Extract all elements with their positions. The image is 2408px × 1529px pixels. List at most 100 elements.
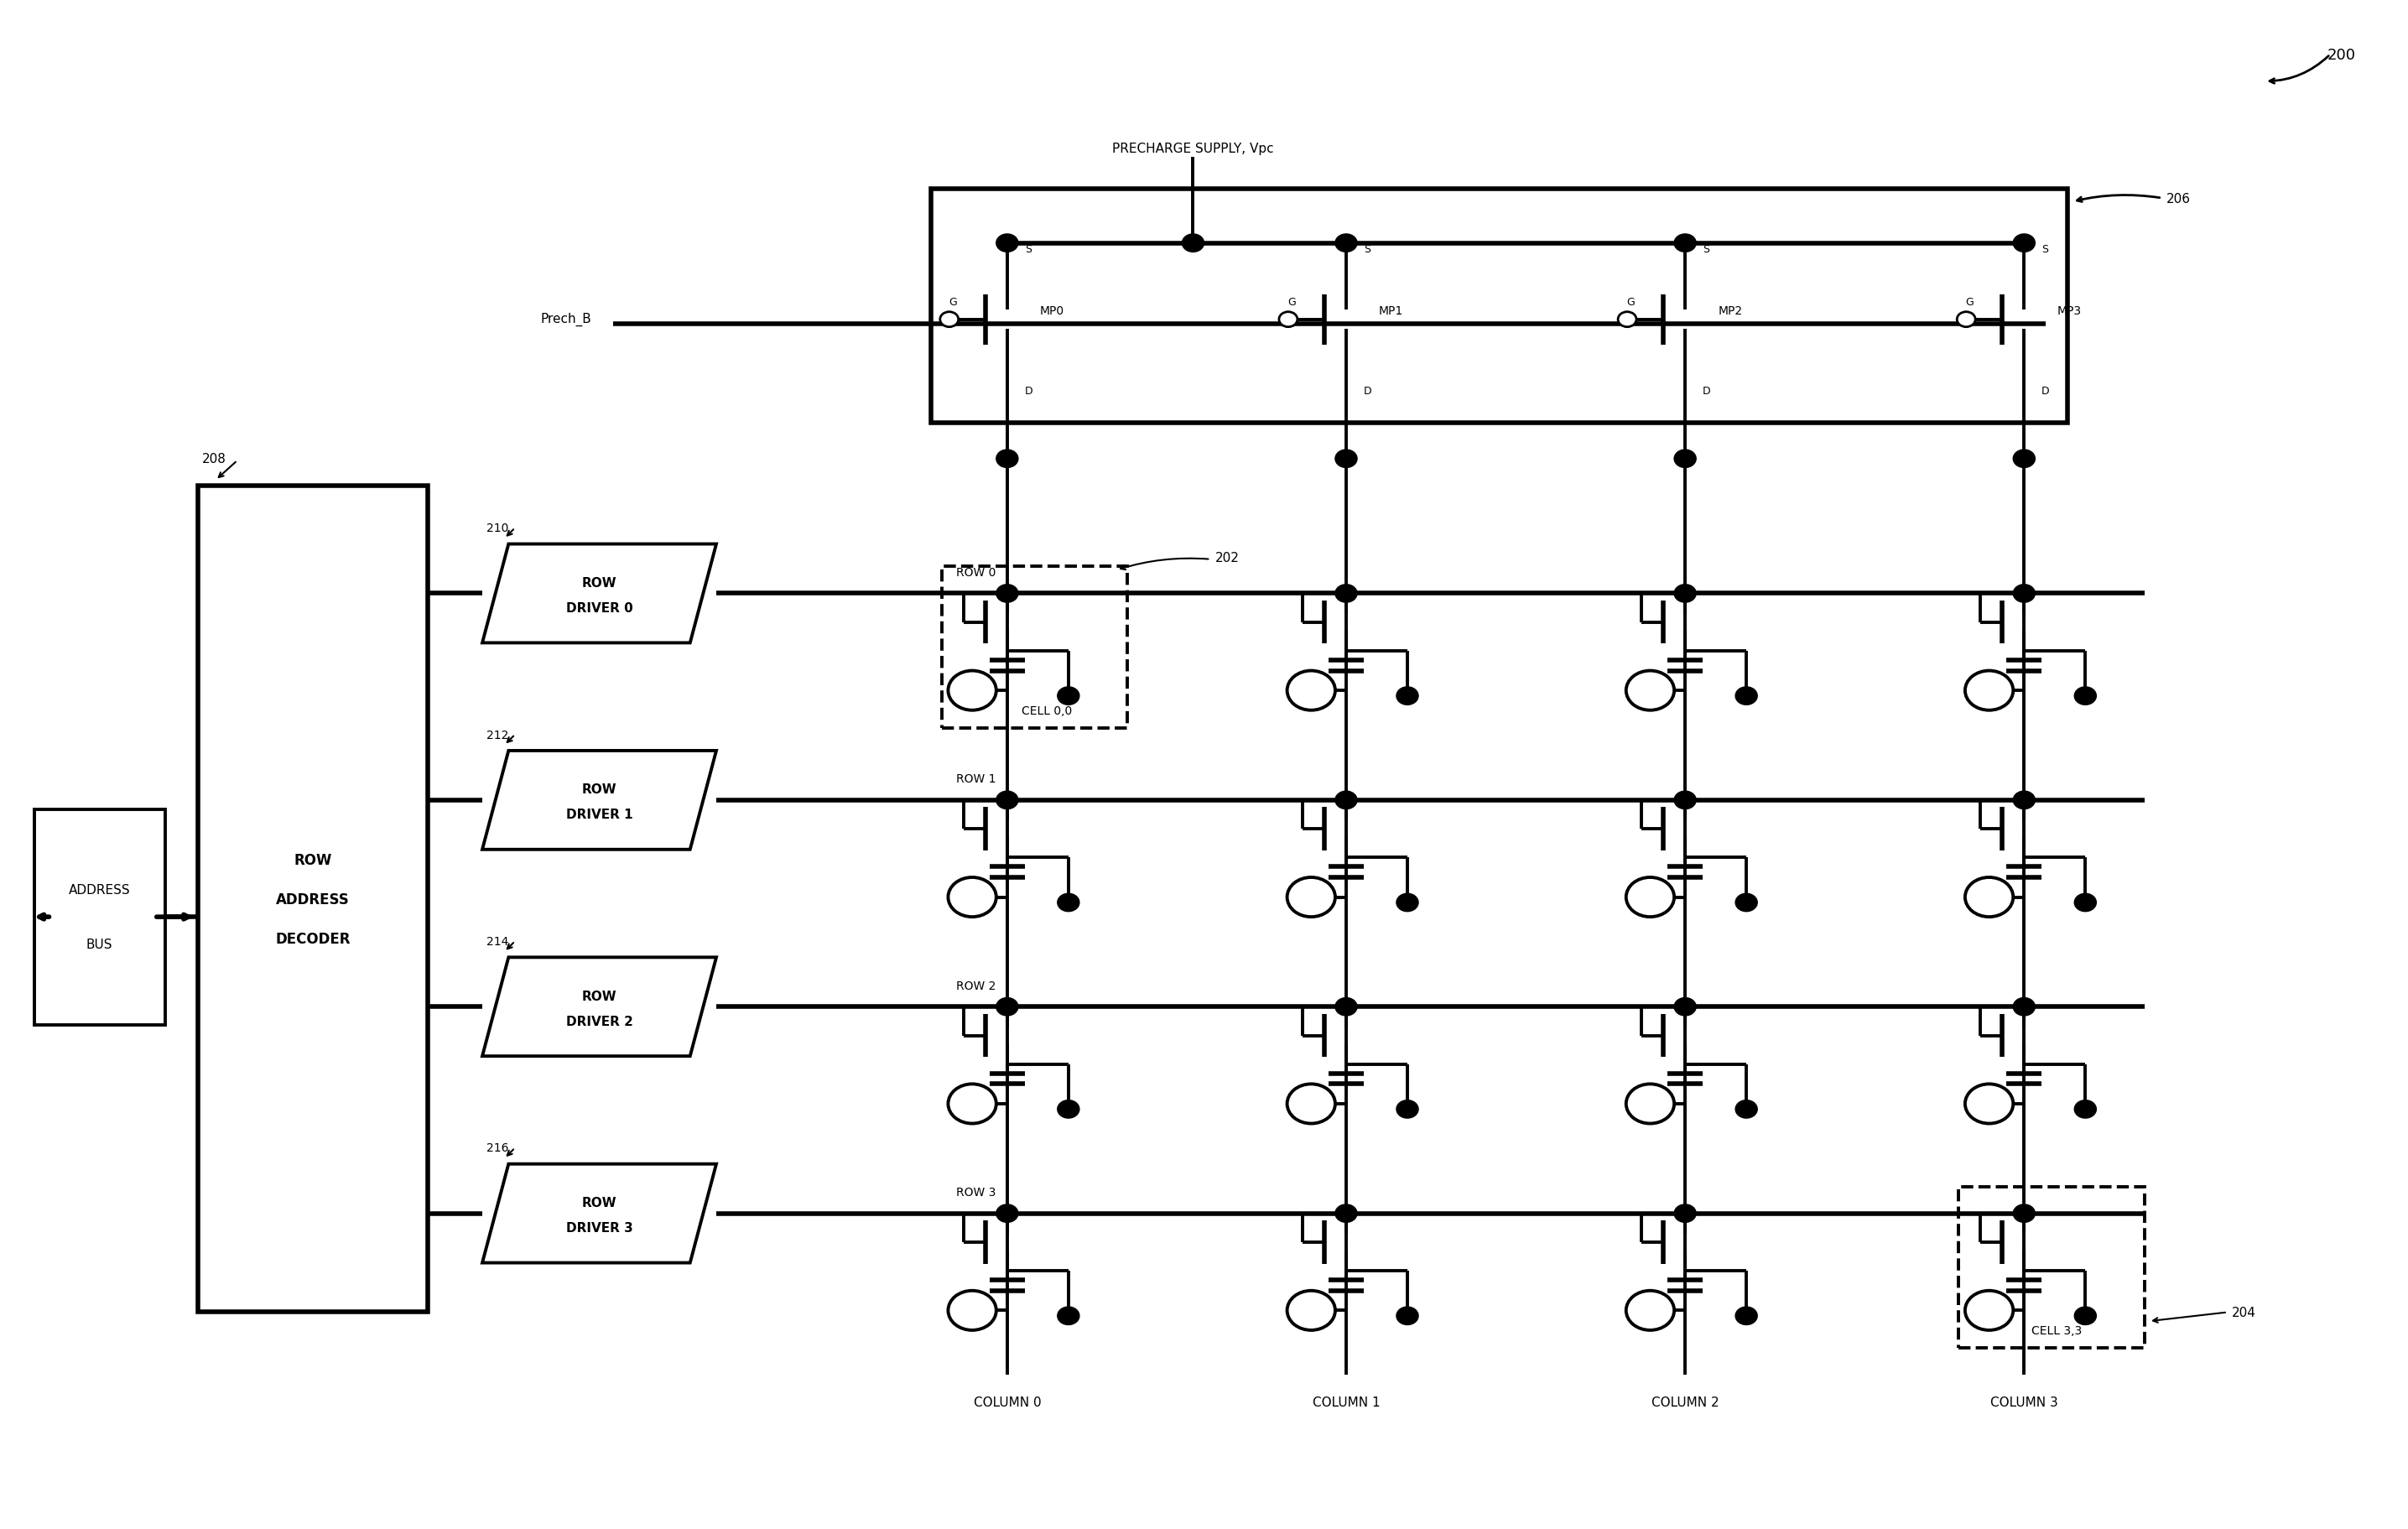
- Text: ADDRESS: ADDRESS: [70, 884, 130, 896]
- Text: G: G: [1628, 297, 1635, 307]
- Text: 214: 214: [486, 936, 508, 948]
- Circle shape: [1334, 450, 1358, 468]
- Text: D: D: [2042, 385, 2049, 396]
- Circle shape: [997, 586, 1019, 602]
- Circle shape: [2013, 234, 2035, 252]
- Text: ROW 3: ROW 3: [956, 1187, 997, 1197]
- Circle shape: [1674, 1205, 1695, 1223]
- Circle shape: [2013, 450, 2035, 468]
- Text: 208: 208: [202, 453, 226, 465]
- Circle shape: [1288, 671, 1334, 711]
- Text: DECODER: DECODER: [275, 931, 349, 946]
- Circle shape: [1965, 1084, 2013, 1124]
- Circle shape: [1618, 312, 1637, 327]
- Text: S: S: [1702, 243, 1710, 254]
- Circle shape: [1674, 450, 1695, 468]
- Text: G: G: [1965, 297, 1975, 307]
- Bar: [34, 809, 166, 1024]
- Polygon shape: [482, 1164, 715, 1263]
- Text: DRIVER 3: DRIVER 3: [566, 1222, 633, 1234]
- Circle shape: [1182, 234, 1204, 252]
- Circle shape: [949, 878, 997, 917]
- Circle shape: [1965, 878, 2013, 917]
- Circle shape: [1397, 1307, 1418, 1324]
- Circle shape: [1736, 1307, 1758, 1324]
- Circle shape: [949, 1290, 997, 1330]
- Text: Prech_B: Prech_B: [542, 312, 592, 326]
- Circle shape: [949, 671, 997, 711]
- Circle shape: [2073, 894, 2097, 911]
- Circle shape: [1965, 1290, 2013, 1330]
- Circle shape: [2013, 1205, 2035, 1223]
- Text: COLUMN 0: COLUMN 0: [973, 1396, 1040, 1408]
- Text: DRIVER 1: DRIVER 1: [566, 809, 633, 821]
- Text: ROW 0: ROW 0: [956, 566, 997, 578]
- Polygon shape: [482, 544, 715, 644]
- Circle shape: [2073, 1307, 2097, 1324]
- Circle shape: [1279, 312, 1298, 327]
- Text: ROW: ROW: [583, 1197, 616, 1209]
- Circle shape: [1736, 894, 1758, 911]
- Text: ROW 1: ROW 1: [956, 774, 997, 784]
- Text: G: G: [949, 297, 956, 307]
- Text: 206: 206: [2167, 193, 2191, 205]
- Text: COLUMN 2: COLUMN 2: [1652, 1396, 1719, 1408]
- Circle shape: [1674, 234, 1695, 252]
- Circle shape: [1334, 586, 1358, 602]
- Text: DRIVER 0: DRIVER 0: [566, 602, 633, 615]
- Circle shape: [1625, 1290, 1674, 1330]
- Circle shape: [1397, 687, 1418, 705]
- Text: D: D: [1363, 385, 1373, 396]
- Bar: [929, 190, 2068, 424]
- Circle shape: [1674, 998, 1695, 1015]
- Bar: [1958, 1187, 2146, 1349]
- Text: ROW: ROW: [583, 783, 616, 797]
- Circle shape: [1288, 1084, 1334, 1124]
- Text: 200: 200: [2326, 47, 2355, 63]
- Circle shape: [2013, 586, 2035, 602]
- Circle shape: [1057, 894, 1079, 911]
- Text: CELL 3,3: CELL 3,3: [2032, 1324, 2083, 1336]
- Text: DRIVER 2: DRIVER 2: [566, 1015, 633, 1027]
- Text: MP0: MP0: [1040, 306, 1064, 317]
- Polygon shape: [482, 751, 715, 850]
- Text: 202: 202: [1216, 552, 1240, 564]
- Circle shape: [997, 234, 1019, 252]
- Bar: [942, 567, 1127, 729]
- Circle shape: [1736, 1101, 1758, 1118]
- Text: ROW: ROW: [583, 989, 616, 1003]
- Circle shape: [2013, 792, 2035, 809]
- Circle shape: [1334, 792, 1358, 809]
- Text: S: S: [1026, 243, 1031, 254]
- Text: 204: 204: [2232, 1306, 2256, 1318]
- Text: MP1: MP1: [1380, 306, 1404, 317]
- Circle shape: [1057, 687, 1079, 705]
- Circle shape: [1057, 1307, 1079, 1324]
- Circle shape: [2013, 998, 2035, 1015]
- Text: CELL 0,0: CELL 0,0: [1021, 705, 1072, 717]
- Polygon shape: [482, 957, 715, 1057]
- Circle shape: [2073, 1101, 2097, 1118]
- Circle shape: [1288, 1290, 1334, 1330]
- Text: 216: 216: [486, 1142, 508, 1154]
- Circle shape: [1334, 234, 1358, 252]
- Circle shape: [1288, 878, 1334, 917]
- Bar: [197, 486, 429, 1312]
- Circle shape: [1334, 998, 1358, 1015]
- Text: D: D: [1026, 385, 1033, 396]
- Circle shape: [1057, 1101, 1079, 1118]
- Text: PRECHARGE SUPPLY, Vpc: PRECHARGE SUPPLY, Vpc: [1112, 142, 1274, 154]
- Circle shape: [1958, 312, 1975, 327]
- Circle shape: [997, 450, 1019, 468]
- Text: 212: 212: [486, 729, 508, 740]
- Circle shape: [1625, 671, 1674, 711]
- Text: G: G: [1288, 297, 1296, 307]
- Circle shape: [949, 1084, 997, 1124]
- Circle shape: [997, 998, 1019, 1015]
- Circle shape: [1625, 1084, 1674, 1124]
- Circle shape: [997, 1205, 1019, 1223]
- Circle shape: [1674, 792, 1695, 809]
- Text: MP2: MP2: [1717, 306, 1743, 317]
- Circle shape: [1334, 1205, 1358, 1223]
- Circle shape: [1736, 687, 1758, 705]
